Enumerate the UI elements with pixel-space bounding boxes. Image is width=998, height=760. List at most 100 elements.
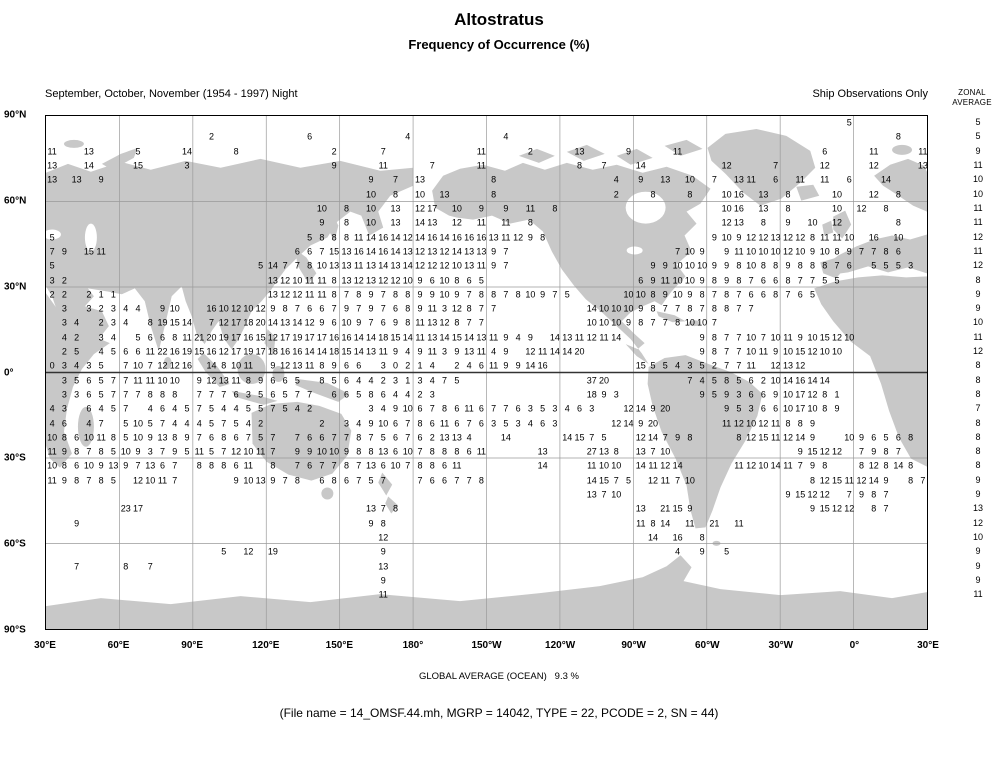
grid-value: 7 [331, 460, 337, 471]
grid-value: 11 [133, 375, 143, 386]
grid-value: 9 [859, 489, 865, 500]
zonal-average-value: 11 [973, 217, 983, 228]
grid-value: 7 [736, 303, 742, 314]
grid-value: 19 [292, 332, 303, 343]
grid-value: 9 [454, 346, 460, 357]
grid-value: 8 [491, 174, 497, 185]
grid-value: 10 [145, 475, 156, 486]
grid-value: 6 [576, 403, 582, 414]
grid-value: 8 [110, 432, 116, 443]
grid-value: 7 [650, 446, 656, 457]
grid-value: 11 [758, 346, 769, 357]
grid-value: 10 [697, 317, 708, 328]
grid-value: 7 [356, 303, 362, 314]
grid-value: 3 [429, 389, 435, 400]
grid-value: 2 [711, 360, 717, 371]
grid-value: 9 [393, 403, 399, 414]
grid-value: 6 [393, 303, 399, 314]
grid-value: 6 [773, 403, 779, 414]
grid-value: 14 [868, 475, 879, 486]
grid-value: 11 [47, 475, 57, 486]
grid-value: 6 [307, 432, 313, 443]
grid-value: 5 [74, 346, 80, 357]
lat-axis-label: 90°S [4, 624, 26, 636]
grid-value: 11 [587, 460, 597, 471]
grid-value: 9 [687, 289, 693, 300]
grid-value: 2 [429, 432, 435, 443]
grid-value: 16 [451, 232, 462, 243]
grid-value: 2 [61, 289, 67, 300]
grid-value: 10 [623, 303, 634, 314]
grid-value: 14 [525, 360, 536, 371]
grid-value: 10 [132, 432, 143, 443]
grid-value: 13 [635, 446, 646, 457]
grid-value: 6 [380, 317, 386, 328]
grid-value: 11 [918, 146, 928, 157]
grid-value: 8 [760, 217, 766, 228]
grid-value: 4 [172, 403, 178, 414]
grid-value: 9 [699, 389, 705, 400]
grid-value: 12 [623, 403, 634, 414]
grid-value: 7 [282, 475, 288, 486]
grid-value: 12 [721, 217, 732, 228]
grid-value: 9 [785, 260, 791, 271]
grid-value: 7 [245, 432, 251, 443]
grid-value: 12 [280, 289, 291, 300]
grid-value: 10 [844, 332, 855, 343]
grid-value: 12 [439, 260, 450, 271]
grid-value: 11 [378, 589, 388, 600]
grid-value: 9 [797, 332, 803, 343]
grid-value: 10 [218, 303, 229, 314]
grid-value: 14 [353, 332, 364, 343]
grid-value: 6 [380, 389, 386, 400]
grid-value: 9 [454, 289, 460, 300]
grid-value: 5 [834, 275, 840, 285]
zonal-average-value: 10 [972, 532, 983, 542]
grid-value: 7 [711, 317, 717, 328]
grid-value: 6 [159, 403, 166, 414]
grid-values-layer: 5 2 6 4 4 8 11 13 5 14 8 2 7 11 2 13 9 11 6 11 11 13 14 15 3 9 11 7… [46, 116, 928, 629]
grid-value: 7 [380, 289, 386, 300]
grid-value: 7 [675, 475, 681, 486]
grid-value: 14 [206, 360, 217, 371]
grid-value: 7 [773, 160, 779, 171]
grid-value: 7 [172, 460, 178, 471]
grid-value: 10 [292, 275, 303, 285]
grid-value: 6 [478, 360, 484, 371]
grid-value: 8 [711, 275, 717, 285]
zonal-average-value: 9 [975, 474, 981, 485]
grid-value: 16 [206, 303, 217, 314]
grid-value: 2 [417, 389, 423, 400]
grid-value: 8 [172, 332, 178, 343]
grid-value: 14 [795, 432, 806, 443]
grid-value: 12 [513, 232, 524, 243]
grid-value: 5 [822, 275, 828, 285]
grid-value: 6 [331, 389, 337, 400]
grid-value: 4 [356, 375, 362, 386]
grid-value: 7 [356, 475, 362, 486]
zonal-average-value: 13 [972, 503, 983, 514]
grid-value: 7 [748, 303, 754, 314]
grid-value: 8 [478, 289, 484, 300]
grid-value: 12 [439, 317, 450, 328]
grid-value: 12 [868, 460, 879, 471]
grid-value: 6 [123, 346, 129, 357]
grid-value: 9 [846, 246, 852, 257]
grid-value: 11 [501, 217, 511, 228]
grid-value: 3 [908, 260, 914, 271]
grid-value: 7 [110, 375, 116, 386]
grid-value: 11 [832, 232, 842, 243]
grid-value: 11 [734, 518, 744, 529]
grid-value: 13 [71, 174, 82, 185]
grid-value: 13 [341, 275, 352, 285]
grid-value: 12 [525, 346, 536, 357]
grid-value: 11 [305, 360, 315, 371]
grid-value: 5 [895, 260, 901, 271]
grid-value: 13 [427, 246, 438, 257]
grid-value: 7 [797, 460, 803, 471]
grid-value: 2 [258, 418, 264, 429]
grid-value: 12 [132, 475, 143, 486]
grid-value: 3 [442, 303, 448, 314]
grid-value: 14 [881, 174, 892, 185]
